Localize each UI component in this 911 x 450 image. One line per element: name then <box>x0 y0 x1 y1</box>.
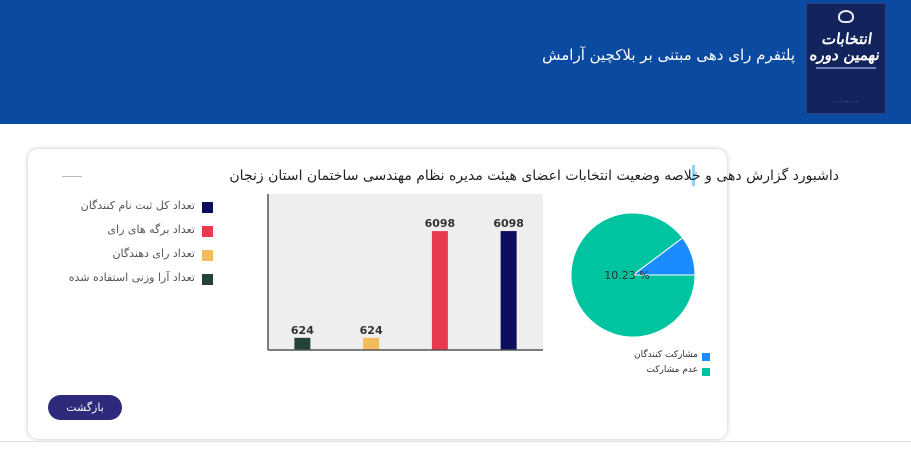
bar-value-label: 624 <box>291 324 314 337</box>
legend-label: تعداد کل ثبت نام کنندگان <box>80 199 195 212</box>
bar <box>294 337 311 350</box>
legend-swatch <box>202 226 213 237</box>
bar <box>431 231 448 350</box>
pie-legend-item[interactable]: عدم مشارکت <box>610 365 714 380</box>
title-rule <box>62 176 82 177</box>
plot-area <box>268 194 543 350</box>
election-logo: انتخابات نهمین دوره · · · · · · · · <box>806 3 886 114</box>
logo-script: انتخابات نهمین دوره <box>808 30 882 64</box>
bar-value-label: 624 <box>360 324 383 337</box>
pie-legend-item[interactable]: مشارکت کنندگان <box>610 350 714 365</box>
legend-item[interactable]: تعداد برگه های رای <box>60 221 215 245</box>
legend-swatch <box>202 274 213 285</box>
legend-label: تعداد رای دهندگان <box>112 247 195 260</box>
pie-slice-label: 10.23 % <box>604 269 649 282</box>
legend-label: عدم مشارکت <box>646 365 698 375</box>
bar-chart: 624 624 6098 6098 <box>267 194 543 351</box>
back-button[interactable]: بازگشت <box>48 395 122 420</box>
title-accent-bar <box>692 165 695 186</box>
emblem-icon <box>838 10 854 23</box>
bar-legend: تعداد کل ثبت نام کنندگان تعداد برگه های … <box>60 197 215 293</box>
logo-divider <box>816 67 876 69</box>
legend-swatch <box>702 353 710 361</box>
legend-label: مشارکت کنندگان <box>634 350 698 360</box>
pie-chart: 10.23 % <box>570 212 696 338</box>
legend-swatch <box>702 368 710 376</box>
legend-item[interactable]: تعداد کل ثبت نام کنندگان <box>60 197 215 221</box>
header-bar: انتخابات نهمین دوره · · · · · · · · پلتفر… <box>0 0 911 124</box>
legend-swatch <box>202 202 213 213</box>
legend-item[interactable]: تعداد رای دهندگان <box>60 245 215 269</box>
dashboard-title: داشبورد گزارش دهی و خلاصه وضعیت انتخابات… <box>229 168 839 184</box>
pie-slice <box>570 212 696 338</box>
bar <box>363 337 380 350</box>
legend-label: تعداد آرا وزنی استفاده شده <box>68 271 195 284</box>
footer-divider <box>0 441 911 442</box>
bar <box>500 231 517 350</box>
legend-label: تعداد برگه های رای <box>107 223 195 236</box>
bar-value-label: 6098 <box>493 217 524 230</box>
legend-swatch <box>202 250 213 261</box>
bar-value-label: 6098 <box>425 217 456 230</box>
logo-footnote: · · · · · · · · <box>834 99 858 105</box>
pie-legend: مشارکت کنندگان عدم مشارکت <box>610 350 714 380</box>
legend-item[interactable]: تعداد آرا وزنی استفاده شده <box>60 269 215 293</box>
platform-title: پلتفرم رای دهی مبتنی بر بلاکچین آرامش <box>542 46 795 64</box>
